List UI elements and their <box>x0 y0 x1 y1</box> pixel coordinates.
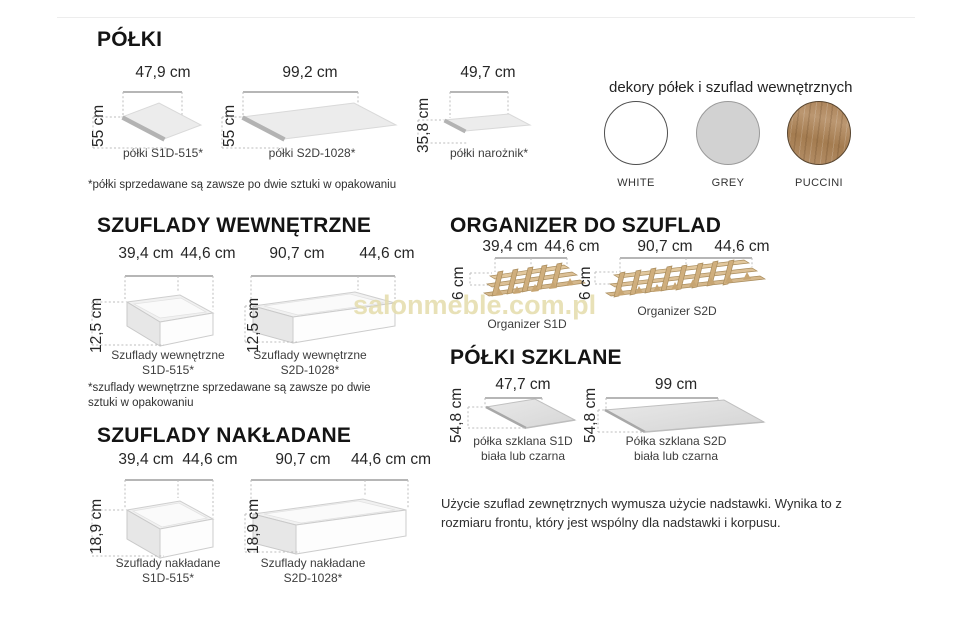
dimension-height-shelf-corner: 35,8 cm <box>415 97 432 153</box>
glass-shelf-s2d-drawing <box>597 397 766 434</box>
footnote-szuflady-wewnetrzne: *szuflady wewnętrzne sprzedawane są zaws… <box>88 381 371 411</box>
shelf-s1d-drawing <box>92 91 203 149</box>
decors-title: dekory półek i szuflad wewnętrznych <box>609 79 853 96</box>
dimension-height-overlay-drawer-s2d: 18,9 cm <box>245 498 262 554</box>
product-name-line2: S2D-1028* <box>280 362 340 377</box>
dimension-height-shelf-s1d: 55 cm <box>90 104 107 148</box>
dimension-height-overlay-drawer-s1d: 18,9 cm <box>88 498 105 554</box>
inner-drawer-s1d-drawing <box>91 275 215 347</box>
dimension-depth-overlay-drawer-s2d: 44,6 cm cm <box>350 451 432 468</box>
product-name-line2: biała lub czarna <box>633 448 719 463</box>
product-name-shelf-s2d: półki S2D-1028* <box>268 146 356 160</box>
dimension-height-inner-drawer-s2d: 12,5 cm <box>245 297 262 353</box>
shelf-s2d-drawing <box>221 91 398 149</box>
dimension-width-overlay-drawer-s1d: 39,4 cm <box>118 451 174 468</box>
product-name-line1: Półka szklana S2D <box>625 434 727 448</box>
section-title-szuflady-wewnetrzne: SZUFLADY WEWNĘTRZNE <box>97 214 372 237</box>
inner-drawer-s2d-drawing <box>244 275 396 344</box>
glass-shelf-s1d-drawing <box>467 397 577 430</box>
product-name-line1: Szuflady nakładane <box>260 556 366 570</box>
dimension-width-organizer-s1d: 39,4 cm <box>482 238 538 255</box>
dimension-depth-overlay-drawer-s1d: 44,6 cm <box>182 451 238 468</box>
product-name-overlay-drawer-s2d: Szuflady nakładane S2D-1028* <box>245 556 381 585</box>
usage-note: Użycie szuflad zewnętrznych wymusza użyc… <box>441 496 842 530</box>
product-name-line1: Szuflady nakładane <box>115 556 221 570</box>
product-name-glass-shelf-s2d: Półka szklana S2D biała lub czarna <box>619 434 733 463</box>
dimension-height-glass-shelf-s1d: 54,8 cm <box>448 387 465 444</box>
product-name-overlay-drawer-s1d: Szuflady nakładane S1D-515* <box>100 556 236 585</box>
product-name-line2: biała lub czarna <box>480 448 566 463</box>
dimension-depth-organizer-s1d: 44,6 cm <box>544 238 600 255</box>
dimension-width-shelf-corner: 49,7 cm <box>460 64 516 81</box>
product-name-shelf-corner: półki narożnik* <box>449 146 529 160</box>
swatch-label-white: WHITE <box>617 177 655 189</box>
dimension-width-inner-drawer-s1d: 39,4 cm <box>118 245 174 262</box>
dimension-width-shelf-s1d: 47,9 cm <box>135 64 191 81</box>
dimension-width-organizer-s2d: 90,7 cm <box>637 238 693 255</box>
dimension-depth-inner-drawer-s1d: 44,6 cm <box>180 245 236 262</box>
swatch-puccini <box>787 101 851 165</box>
product-name-shelf-s1d: półki S1D-515* <box>122 146 204 160</box>
overlay-drawer-s1d-drawing <box>91 479 215 559</box>
product-name-line1: Szuflady wewnętrzne <box>253 348 367 362</box>
product-name-line2: S1D-515* <box>141 570 195 585</box>
dimension-width-glass-shelf-s2d: 99 cm <box>654 376 698 393</box>
dimension-width-overlay-drawer-s2d: 90,7 cm <box>275 451 331 468</box>
product-name-line2: S2D-1028* <box>283 570 343 585</box>
organizer-s2d-drawing <box>594 257 767 298</box>
product-name-inner-drawer-s1d: Szuflady wewnętrzne S1D-515* <box>100 348 236 377</box>
product-name-glass-shelf-s1d: półka szklana S1D biała lub czarna <box>466 434 580 463</box>
section-title-szuflady-nakladane: SZUFLADY NAKŁADANE <box>97 424 352 447</box>
organizer-s1d-drawing <box>469 257 587 297</box>
swatch-label-puccini: PUCCINI <box>794 177 844 189</box>
dimension-width-shelf-s2d: 99,2 cm <box>282 64 338 81</box>
section-title-organizer: ORGANIZER DO SZUFLAD <box>450 214 722 237</box>
dimension-depth-inner-drawer-s2d: 44,6 cm <box>359 245 415 262</box>
dimension-height-organizer-s1d: 6 cm <box>450 266 467 300</box>
section-title-polki: PÓŁKI <box>97 28 163 51</box>
dimension-height-shelf-s2d: 55 cm <box>221 104 238 148</box>
dimension-height-organizer-s2d: 6 cm <box>577 266 594 300</box>
dimension-width-inner-drawer-s2d: 90,7 cm <box>269 245 325 262</box>
product-name-inner-drawer-s2d: Szuflady wewnętrzne S2D-1028* <box>242 348 378 377</box>
footnote-polki: *półki sprzedawane są zawsze po dwie szt… <box>88 179 397 191</box>
product-name-organizer-s1d: Organizer S1D <box>487 317 567 331</box>
dimension-width-glass-shelf-s1d: 47,7 cm <box>495 376 551 393</box>
swatch-grey <box>696 101 760 165</box>
product-name-organizer-s2d: Organizer S2D <box>637 304 717 318</box>
swatch-label-grey: GREY <box>711 177 745 189</box>
product-name-line2: S1D-515* <box>141 362 195 377</box>
section-title-polki-szklane: PÓŁKI SZKLANE <box>450 346 622 369</box>
footnote-line1: *szuflady wewnętrzne sprzedawane są zaws… <box>88 382 371 394</box>
page-top-divider <box>57 17 915 18</box>
product-name-line1: półka szklana S1D <box>473 434 573 448</box>
swatch-white <box>604 101 668 165</box>
footnote-line2: sztuki w opakowaniu <box>88 397 194 409</box>
shelf-corner-drawing <box>417 91 532 144</box>
product-name-line1: Szuflady wewnętrzne <box>111 348 225 362</box>
dimension-height-inner-drawer-s1d: 12,5 cm <box>88 297 105 353</box>
dimension-depth-organizer-s2d: 44,6 cm <box>714 238 770 255</box>
overlay-drawer-s2d-drawing <box>244 479 409 555</box>
dimension-height-glass-shelf-s2d: 54,8 cm <box>582 387 599 444</box>
